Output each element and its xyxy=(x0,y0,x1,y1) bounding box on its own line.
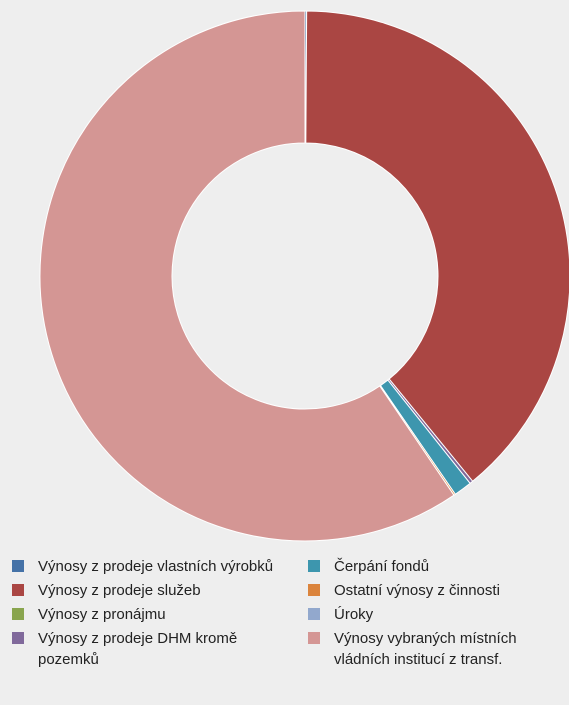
legend-label: Výnosy z prodeje DHM kromě pozemků xyxy=(38,630,238,668)
slice-1 xyxy=(305,10,569,482)
legend-swatch xyxy=(12,608,24,620)
legend-label: Výnosy z pronájmu xyxy=(38,606,166,623)
slice-7 xyxy=(39,10,455,542)
legend-item-dhm: Výnosy z prodeje DHM kromě pozemků xyxy=(12,628,282,670)
legend-column-1: Výnosy z prodeje vlastních výrobků Výnos… xyxy=(12,556,282,673)
legend-swatch xyxy=(308,632,320,644)
legend-column-2: Čerpání fondů Ostatní výnosy z činnosti … xyxy=(308,556,563,673)
legend-item-sluzby: Výnosy z prodeje služeb xyxy=(12,580,282,601)
legend-swatch xyxy=(12,560,24,572)
legend-swatch xyxy=(308,560,320,572)
legend-swatch xyxy=(12,632,24,644)
legend-label: Ostatní výnosy z činnosti xyxy=(334,582,500,599)
donut-chart xyxy=(39,10,569,542)
legend-item-transfery: Výnosy vybraných místních vládních insti… xyxy=(308,628,563,670)
legend-label: Čerpání fondů xyxy=(334,558,430,575)
legend-label: Výnosy vybraných místních vládních insti… xyxy=(334,630,517,668)
legend-swatch xyxy=(308,584,320,596)
legend-swatch xyxy=(12,584,24,596)
legend-label: Úroky xyxy=(334,606,374,623)
legend-swatch xyxy=(308,608,320,620)
legend-item-pronajem: Výnosy z pronájmu xyxy=(12,604,282,625)
legend-item-ostatni: Ostatní výnosy z činnosti xyxy=(308,580,563,601)
legend-item-uroky: Úroky xyxy=(308,604,563,625)
legend-item-fondy: Čerpání fondů xyxy=(308,556,563,577)
legend-item-vyrobky: Výnosy z prodeje vlastních výrobků xyxy=(12,556,282,577)
legend-label: Výnosy z prodeje vlastních výrobků xyxy=(38,558,274,575)
legend-label: Výnosy z prodeje služeb xyxy=(38,582,201,599)
